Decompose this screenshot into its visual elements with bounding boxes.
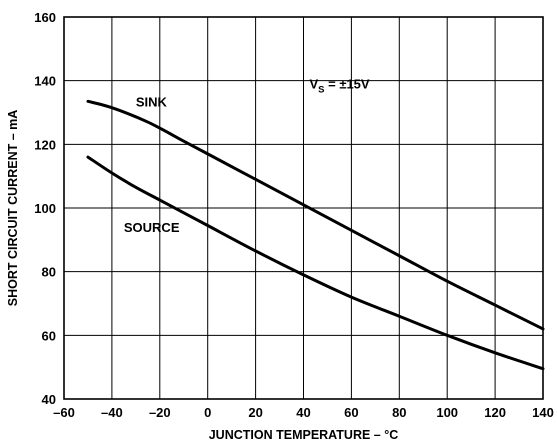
x-tick-label: 60 bbox=[344, 405, 358, 420]
y-tick-label: 40 bbox=[42, 392, 56, 407]
x-tick-label: –20 bbox=[149, 405, 171, 420]
x-tick-label: 120 bbox=[484, 405, 506, 420]
x-tick-label: 80 bbox=[392, 405, 406, 420]
series-line-sink bbox=[86, 99, 545, 331]
grid bbox=[64, 17, 543, 399]
supply-voltage-annotation: VS = ±15V bbox=[309, 77, 369, 96]
tick-labels: –60 –40 –20 0 20 40 60 80 100 120 140 40 60 80 100 120 1… bbox=[34, 10, 554, 420]
series-layer bbox=[86, 99, 545, 371]
y-tick-label: 120 bbox=[34, 137, 56, 152]
y-tick-label: 60 bbox=[42, 328, 56, 343]
x-tick-label: 20 bbox=[248, 405, 262, 420]
plot-frame bbox=[63, 16, 544, 400]
y-tick-label: 160 bbox=[34, 10, 56, 25]
annotation-rest: = ±15V bbox=[325, 77, 370, 92]
x-tick-label: –60 bbox=[53, 405, 75, 420]
x-tick-label: 100 bbox=[436, 405, 458, 420]
y-tick-label: 80 bbox=[42, 265, 56, 280]
series-label-source: SOURCE bbox=[124, 220, 180, 235]
y-axis-title: SHORT CIRCUIT CURRENT – mA bbox=[6, 110, 20, 307]
series-label-sink: SINK bbox=[136, 94, 168, 109]
x-tick-label: –40 bbox=[101, 405, 123, 420]
y-tick-label: 140 bbox=[34, 74, 56, 89]
x-tick-label: 0 bbox=[204, 405, 211, 420]
annotation-subscript: S bbox=[318, 85, 324, 96]
annotation-main: V bbox=[309, 77, 318, 92]
y-tick-label: 100 bbox=[34, 201, 56, 216]
x-tick-label: 40 bbox=[296, 405, 310, 420]
x-tick-label: 140 bbox=[532, 405, 554, 420]
x-axis-title: JUNCTION TEMPERATURE – °C bbox=[209, 428, 399, 442]
series-line-source bbox=[86, 155, 545, 371]
